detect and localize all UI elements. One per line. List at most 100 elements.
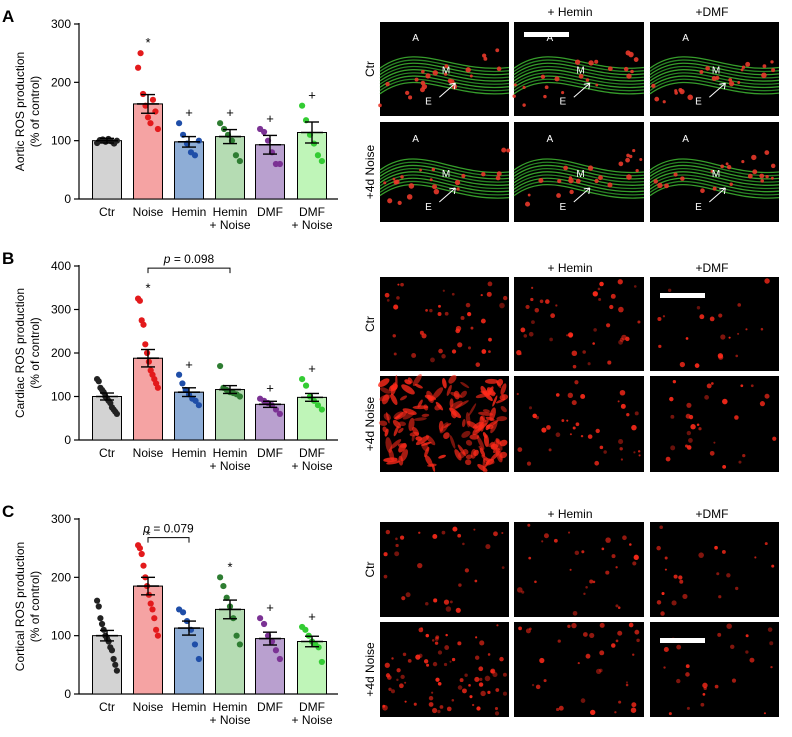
ros-signal <box>598 175 603 181</box>
ros-signal <box>589 579 594 584</box>
ros-signal <box>399 395 408 401</box>
ros-signal <box>626 153 630 158</box>
x-tick-label: DMF <box>257 700 283 714</box>
ros-signal <box>706 383 712 389</box>
chart-panel-A: A Aortic ROS production (% of control) 0 100… <box>2 7 338 232</box>
significance-mark: * <box>145 35 150 50</box>
ros-signal <box>555 393 560 397</box>
ros-signal <box>588 60 594 66</box>
region-label-M: M <box>442 66 450 77</box>
ros-signal <box>530 297 534 302</box>
ros-signal <box>572 426 576 430</box>
ros-signal <box>513 83 517 87</box>
ros-signal <box>669 396 674 402</box>
ros-signal <box>548 448 552 452</box>
arrow-icon <box>439 82 456 98</box>
ros-signal <box>592 342 595 345</box>
x-tick-label: Hemin <box>213 700 248 714</box>
ros-signal <box>759 173 765 179</box>
ros-signal <box>580 394 586 399</box>
x-tick-label: Ctr <box>99 205 115 219</box>
ros-signal <box>572 364 577 369</box>
ros-signal <box>607 182 613 188</box>
ros-signal <box>763 712 766 715</box>
ros-signal <box>378 420 388 426</box>
ros-signal <box>413 417 427 421</box>
x-tick-label: Hemin <box>172 700 207 714</box>
region-label-E: E <box>560 97 567 108</box>
elastic-lamina <box>649 81 780 95</box>
ros-signal <box>428 702 434 707</box>
significance-mark: * <box>227 559 232 574</box>
ros-signal <box>618 306 624 313</box>
ros-signal <box>710 169 714 173</box>
ros-signal <box>541 427 547 433</box>
y-axis-label-unit: (% of control) <box>28 76 42 147</box>
data-point <box>302 382 310 389</box>
ros-signal <box>518 626 522 631</box>
data-point <box>260 620 268 628</box>
arrow-head <box>719 82 726 90</box>
ros-signal <box>425 308 428 312</box>
ros-signal <box>480 293 483 297</box>
data-point <box>233 632 240 639</box>
ros-signal <box>449 600 453 604</box>
ros-signal <box>580 698 586 703</box>
ros-signal <box>487 442 496 448</box>
ros-signal <box>445 606 452 612</box>
elastic-lamina <box>513 78 645 92</box>
ros-signal <box>401 384 415 395</box>
ros-signal <box>396 296 400 300</box>
x-tick-label: DMF <box>257 205 283 219</box>
ros-signal <box>620 458 624 461</box>
ros-signal <box>764 278 770 284</box>
ros-signal <box>686 430 692 436</box>
ros-signal <box>381 394 390 405</box>
comparison-bracket <box>147 267 231 274</box>
ros-signal <box>699 314 705 320</box>
data-point <box>217 120 224 127</box>
ros-signal <box>462 542 465 546</box>
ros-signal <box>464 673 468 677</box>
elastic-lamina <box>649 164 780 180</box>
ros-signal <box>632 148 636 153</box>
ros-signal <box>538 178 544 184</box>
ros-signal <box>432 184 437 190</box>
ros-signal <box>700 702 705 707</box>
bar <box>297 641 327 695</box>
ros-signal <box>664 183 669 189</box>
ros-signal <box>582 350 586 354</box>
ros-signal <box>431 691 434 694</box>
ros-signal <box>571 622 577 629</box>
ros-signal <box>687 94 694 101</box>
ros-signal <box>483 56 488 61</box>
ros-signal <box>460 315 465 320</box>
x-tick-label: + Noise <box>209 218 250 232</box>
ros-signal <box>487 690 491 694</box>
ros-signal <box>543 94 547 99</box>
region-label-A: A <box>412 33 419 44</box>
ros-signal <box>484 378 499 384</box>
ros-signal <box>543 533 549 539</box>
ros-signal <box>619 389 626 396</box>
y-tick-label: 200 <box>51 346 71 360</box>
y-tick-label: 300 <box>51 512 71 526</box>
ros-signal <box>429 178 433 182</box>
ros-signal <box>663 646 669 653</box>
ros-signal <box>480 318 486 324</box>
data-point <box>299 102 306 109</box>
ros-signal <box>421 83 428 90</box>
ros-signal <box>698 552 704 558</box>
ros-signal <box>414 77 419 82</box>
x-tick-label: + Noise <box>291 459 332 473</box>
ros-signal <box>571 350 578 357</box>
ros-signal <box>402 652 407 657</box>
ros-signal <box>752 169 758 175</box>
ros-signal <box>728 78 733 82</box>
ros-signal <box>412 426 420 436</box>
ros-signal <box>610 293 616 299</box>
ros-signal <box>418 627 424 633</box>
ros-signal <box>639 158 643 162</box>
ros-signal <box>663 666 666 669</box>
ros-signal <box>686 445 692 450</box>
